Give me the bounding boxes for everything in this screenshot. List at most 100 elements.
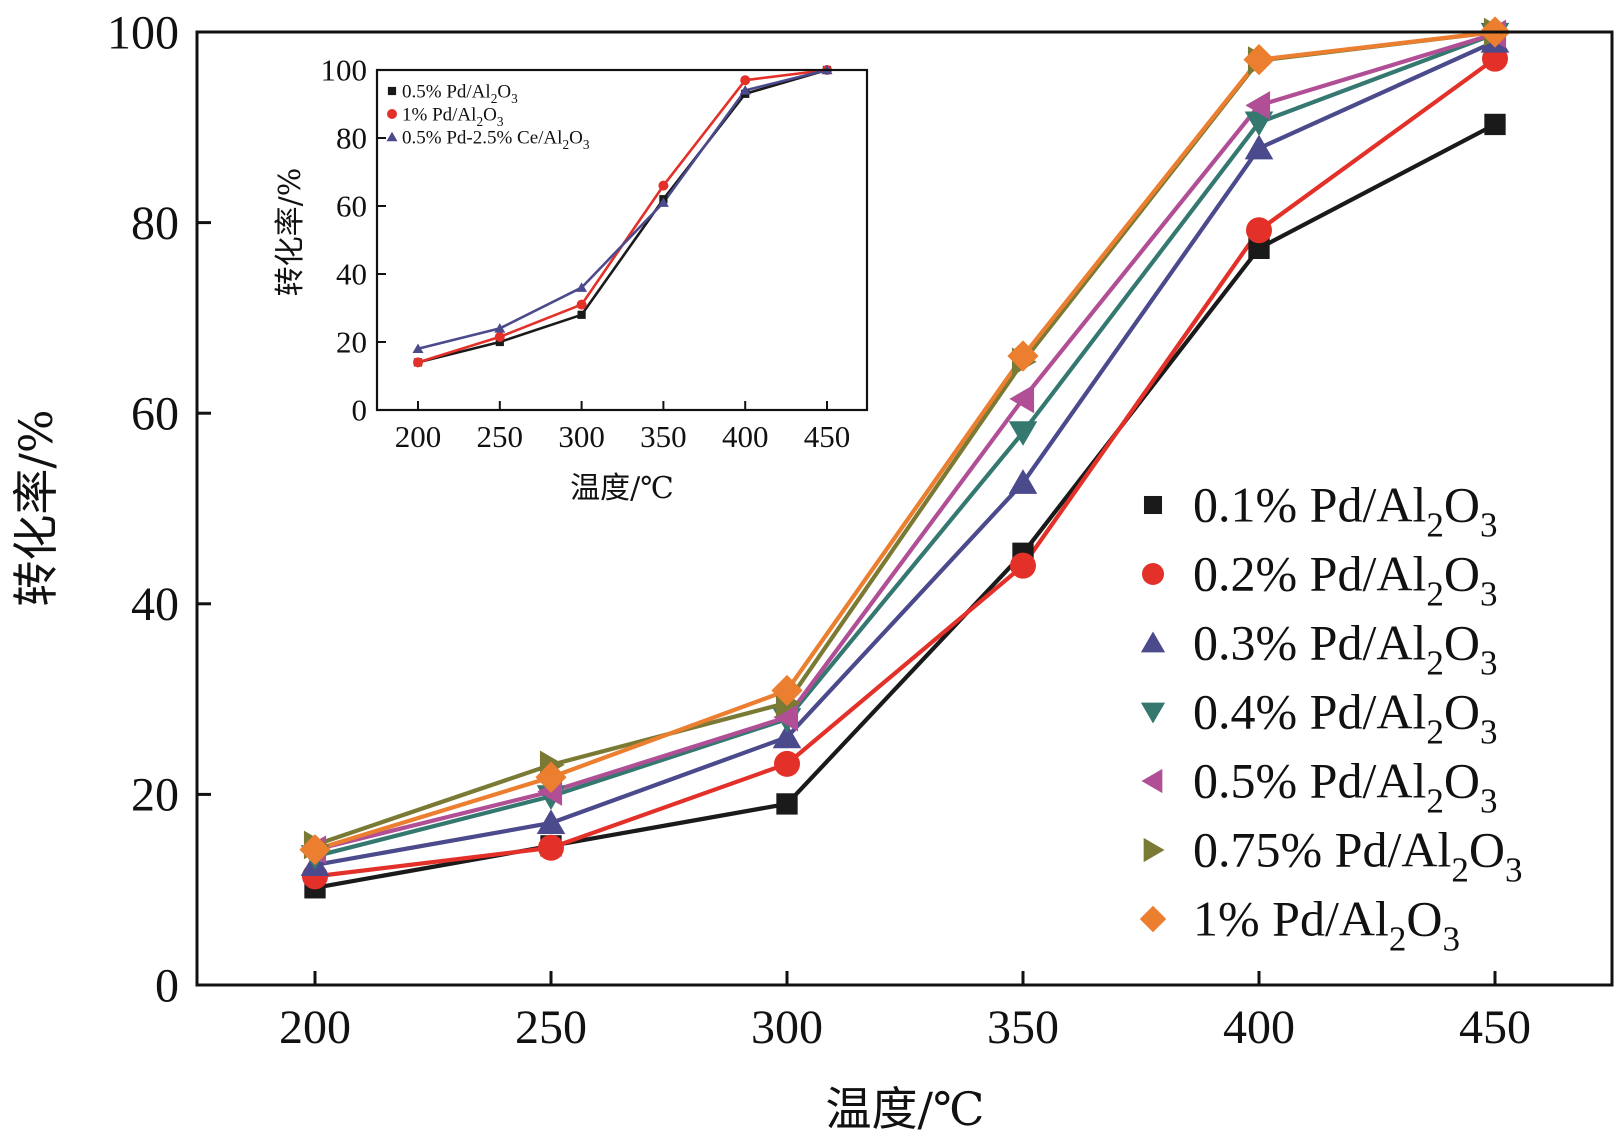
- main-data-point-0-4: [1248, 237, 1270, 259]
- inset-y-axis-label: 转化率/%: [273, 168, 308, 297]
- main-legend-marker-0: [1143, 495, 1163, 515]
- inset-data-point-0-1: [495, 337, 504, 347]
- inset-y-tick-label: 40: [336, 257, 367, 292]
- main-data-point-2-2: [772, 723, 802, 749]
- inset-data-point-2-2: [576, 282, 588, 292]
- inset-x-tick-label: 350: [640, 419, 687, 454]
- main-legend-marker-3: [1140, 702, 1166, 724]
- main-legend-label: 1% Pd/Al2O3: [1193, 891, 1460, 959]
- main-legend-marker-6: [1139, 905, 1167, 933]
- main-x-tick-label: 250: [515, 1001, 587, 1054]
- inset-legend-marker-2: [386, 131, 398, 142]
- main-plot-frame: [195, 30, 1614, 987]
- main-y-tick-label: 60: [131, 388, 179, 441]
- main-data-point-3-4: [1244, 111, 1274, 137]
- inset-data-point-1-3: [658, 180, 669, 191]
- inset-series-line-0: [417, 68, 828, 364]
- main-x-tick-label: 450: [1459, 1001, 1531, 1054]
- main-legend-label: 0.3% Pd/Al2O3: [1193, 615, 1497, 683]
- inset-legend-label: 1% Pd/Al2O3: [402, 104, 504, 129]
- main-y-ticks: 0 20 40 60 80 100: [107, 6, 211, 1012]
- inset-legend-label: 0.5% Pd-2.5% Ce/Al2O3: [402, 127, 590, 152]
- inset-plot: 200 250 300 350 400 450 0 20 40 60 80 100 温度/℃ 转化率…: [273, 53, 869, 506]
- inset-series-line-2: [417, 68, 828, 351]
- inset-x-axis-label: 温度/℃: [570, 471, 674, 506]
- inset-data-point-2-0: [412, 343, 424, 354]
- main-series-line-2: [314, 39, 1496, 867]
- main-data-point-1-3: [1010, 552, 1036, 579]
- main-legend-marker-2: [1140, 631, 1166, 653]
- main-y-tick-label: 40: [131, 578, 179, 631]
- inset-x-ticks: 200 250 300 350 400 450: [395, 401, 851, 454]
- main-data-point-0-2: [776, 793, 798, 815]
- inset-data-point-1-1: [494, 331, 505, 342]
- main-data-point-1-1: [538, 834, 564, 861]
- main-legend-label: 0.2% Pd/Al2O3: [1193, 546, 1497, 614]
- inset-y-tick-label: 60: [336, 189, 367, 224]
- inset-legend-marker-0: [387, 86, 397, 96]
- main-y-tick-label: 100: [107, 6, 179, 59]
- inset-plot-frame: [375, 68, 869, 412]
- main-legend-label: 0.5% Pd/Al2O3: [1193, 753, 1497, 821]
- inset-y-ticks: 0 20 40 60 80 100: [321, 53, 386, 428]
- main-series-line-3: [314, 31, 1496, 859]
- main-legend-marker-1: [1142, 563, 1164, 585]
- inset-data-point-1-0: [413, 357, 423, 368]
- inset-x-tick-label: 450: [804, 419, 851, 454]
- inset-y-tick-label: 80: [336, 121, 367, 156]
- inset-x-tick-label: 400: [722, 419, 769, 454]
- inset-data-point-1-2: [576, 299, 587, 310]
- main-data-point-2-4: [1244, 134, 1274, 160]
- main-series-line-1: [314, 56, 1497, 879]
- main-legend-label: 0.1% Pd/Al2O3: [1193, 477, 1497, 545]
- inset-series-lines: [417, 68, 828, 364]
- main-y-tick-label: 20: [131, 769, 179, 822]
- inset-x-tick-label: 300: [558, 419, 605, 454]
- inset-data-point-1-4: [740, 75, 751, 86]
- inset-data-point-2-3: [657, 197, 669, 207]
- main-data-point-1-4: [1246, 217, 1272, 244]
- main-series-line-6: [314, 29, 1496, 852]
- main-legend-marker-5: [1143, 837, 1165, 863]
- inset-legend-marker-1: [387, 109, 397, 119]
- main-data-point-2-1: [536, 809, 566, 835]
- main-series-lines: [314, 29, 1497, 890]
- main-data-point-1-2: [774, 750, 800, 777]
- main-series-markers: [299, 16, 1511, 899]
- main-x-tick-label: 300: [751, 1001, 823, 1054]
- main-data-point-0-5: [1484, 113, 1506, 136]
- inset-y-tick-label: 100: [321, 53, 368, 88]
- main-y-tick-label: 0: [155, 959, 179, 1012]
- main-data-point-6-0: [299, 834, 331, 866]
- main-series-line-4: [314, 31, 1496, 852]
- main-x-ticks: 200 250 300 350 400 450: [279, 971, 1531, 1054]
- inset-data-point-2-1: [494, 323, 506, 333]
- main-data-point-6-3: [1007, 340, 1039, 372]
- main-legend-label: 0.4% Pd/Al2O3: [1193, 684, 1497, 752]
- main-x-tick-label: 350: [987, 1001, 1059, 1054]
- main-data-point-4-2: [773, 702, 799, 732]
- main-data-point-4-3: [1009, 384, 1035, 414]
- main-data-point-6-1: [535, 761, 567, 793]
- main-y-axis-label: 转化率/%: [9, 409, 63, 606]
- main-data-point-4-4: [1245, 91, 1271, 120]
- inset-x-tick-label: 250: [477, 419, 524, 454]
- main-y-tick-label: 80: [131, 197, 179, 250]
- main-x-axis-label: 温度/℃: [826, 1082, 985, 1136]
- main-data-point-6-4: [1243, 44, 1275, 76]
- main-legend-label: 0.75% Pd/Al2O3: [1193, 822, 1522, 890]
- main-data-point-6-2: [771, 674, 803, 707]
- inset-y-tick-label: 20: [336, 325, 367, 360]
- main-data-point-3-3: [1008, 421, 1038, 446]
- inset-legend-label: 0.5% Pd/Al2O3: [402, 81, 518, 106]
- inset-y-tick-label: 0: [352, 393, 368, 428]
- inset-data-point-2-4: [739, 85, 751, 95]
- main-data-point-2-3: [1008, 469, 1038, 494]
- main-x-tick-label: 400: [1223, 1001, 1295, 1054]
- inset-x-tick-label: 200: [395, 419, 442, 454]
- inset-data-point-0-2: [577, 310, 586, 319]
